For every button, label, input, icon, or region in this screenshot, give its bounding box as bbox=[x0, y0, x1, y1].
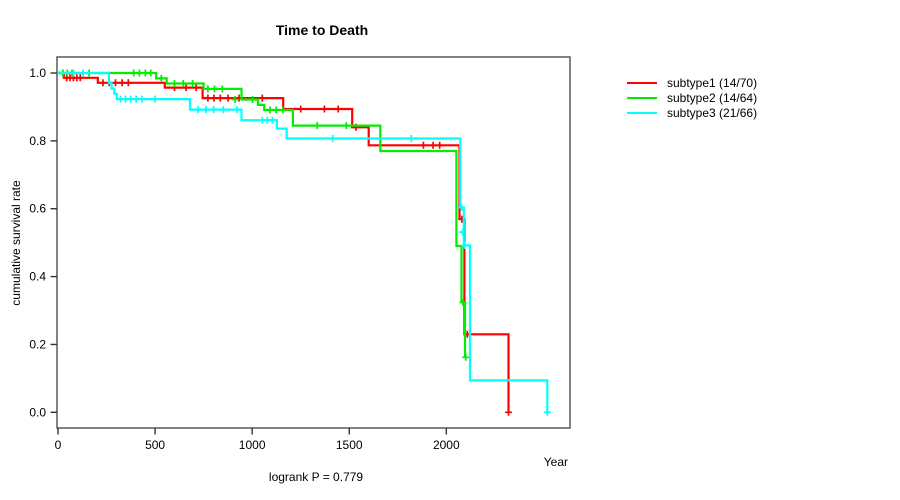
y-axis-tick-label: 0.2 bbox=[29, 337, 46, 351]
y-axis-label: cumulative survival rate bbox=[9, 180, 23, 306]
x-axis-label: Year bbox=[543, 455, 568, 469]
survival-curve-subtype2 bbox=[58, 71, 467, 358]
logrank-annotation: logrank P = 0.779 bbox=[268, 470, 364, 484]
legend-swatch-subtype2 bbox=[627, 97, 657, 99]
x-axis-tick-label: 500 bbox=[145, 438, 165, 452]
x-axis-tick-label: 1500 bbox=[336, 438, 363, 452]
x-axis-tick-label: 2000 bbox=[433, 438, 460, 452]
chart-title: Time to Death bbox=[275, 22, 369, 38]
censor-marks-subtype1 bbox=[63, 74, 512, 416]
legend-swatch-subtype1 bbox=[627, 82, 657, 84]
y-axis-tick-label: 1.0 bbox=[29, 66, 46, 80]
legend-item-subtype1: subtype1 (14/70) bbox=[627, 77, 757, 89]
survival-curve-subtype3 bbox=[58, 71, 549, 413]
legend-item-subtype2: subtype2 (14/64) bbox=[627, 92, 757, 104]
y-axis-tick-label: 0.4 bbox=[29, 270, 46, 284]
survival-curve-subtype1 bbox=[58, 71, 510, 413]
legend-label-subtype2: subtype2 (14/64) bbox=[667, 91, 758, 105]
legend-item-subtype3: subtype3 (21/66) bbox=[627, 107, 757, 119]
y-axis-tick-label: 0.0 bbox=[29, 405, 46, 419]
censor-marks-subtype2 bbox=[59, 69, 470, 361]
x-axis-tick-label: 1000 bbox=[239, 438, 266, 452]
legend: subtype1 (14/70) subtype2 (14/64) subtyp… bbox=[627, 77, 757, 119]
legend-label-subtype1: subtype1 (14/70) bbox=[667, 76, 758, 90]
x-axis-tick-label: 0 bbox=[55, 438, 62, 452]
legend-swatch-subtype3 bbox=[627, 112, 657, 114]
plot-border bbox=[56, 56, 571, 429]
censor-marks-subtype3 bbox=[70, 69, 551, 416]
y-axis-tick-label: 0.6 bbox=[29, 202, 46, 216]
y-axis-tick-label: 0.8 bbox=[29, 134, 46, 148]
legend-label-subtype3: subtype3 (21/66) bbox=[667, 106, 758, 120]
